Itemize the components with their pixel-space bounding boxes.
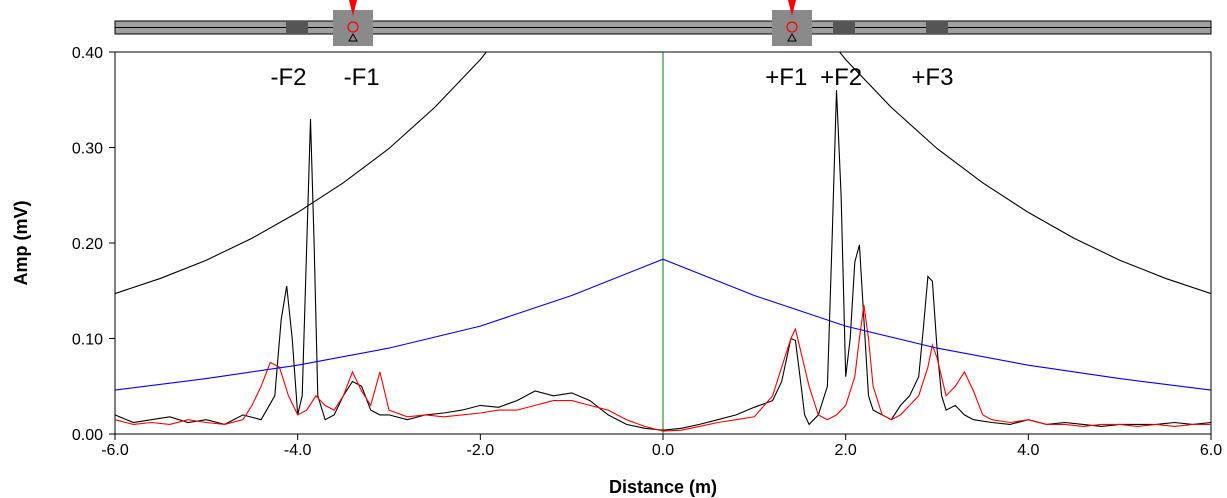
- sensor-schematic: [114, 0, 1212, 46]
- transmitter-circle-icon: [347, 21, 359, 33]
- x-tick-label: -4.0: [284, 442, 312, 459]
- y-tick-label: 0.30: [72, 141, 103, 158]
- block-marker: [286, 21, 308, 34]
- y-tick-label: 0.00: [72, 427, 103, 444]
- annotation-layer: -F2 -F1 +F1 +F2 +F3: [271, 64, 954, 91]
- x-tick-label: 2.0: [835, 442, 857, 459]
- series-line-3: [115, 258, 1211, 391]
- probe-arrow-icon: [349, 0, 357, 16]
- x-tick-label: -6.0: [101, 442, 129, 459]
- y-axis-title: Amp (mV): [11, 200, 31, 285]
- probe-arrow-icon: [788, 0, 796, 16]
- receiver-triangle-icon: [348, 32, 358, 42]
- series-line-2: [115, 305, 1211, 432]
- peak-label: -F1: [344, 64, 380, 91]
- series-layer: [115, 52, 1211, 434]
- transmitter-circle-icon: [786, 21, 798, 33]
- receiver-triangle-icon: [787, 32, 797, 42]
- block-marker: [833, 21, 855, 34]
- series-line-4: [115, 52, 1211, 295]
- x-tick-label: -2.0: [467, 442, 495, 459]
- x-tick-label: 6.0: [1200, 442, 1222, 459]
- peak-label: -F2: [271, 64, 307, 91]
- y-tick-label: 0.40: [72, 45, 103, 62]
- peak-label: +F2: [820, 64, 862, 91]
- y-tick-label: 0.10: [72, 332, 103, 349]
- block-marker: [926, 21, 948, 34]
- series-line-1: [115, 90, 1211, 431]
- peak-label: +F1: [765, 64, 807, 91]
- peak-label: +F3: [911, 64, 953, 91]
- x-tick-label: 4.0: [1017, 442, 1039, 459]
- x-tick-label: 0.0: [652, 442, 674, 459]
- axis-layer: -6.0 -4.0 -2.0 0.0 2.0 4.0 6.0 0.00 0.10 0.20 0.30…: [72, 45, 1222, 459]
- x-axis-title: Distance (m): [609, 477, 717, 497]
- y-tick-label: 0.20: [72, 236, 103, 253]
